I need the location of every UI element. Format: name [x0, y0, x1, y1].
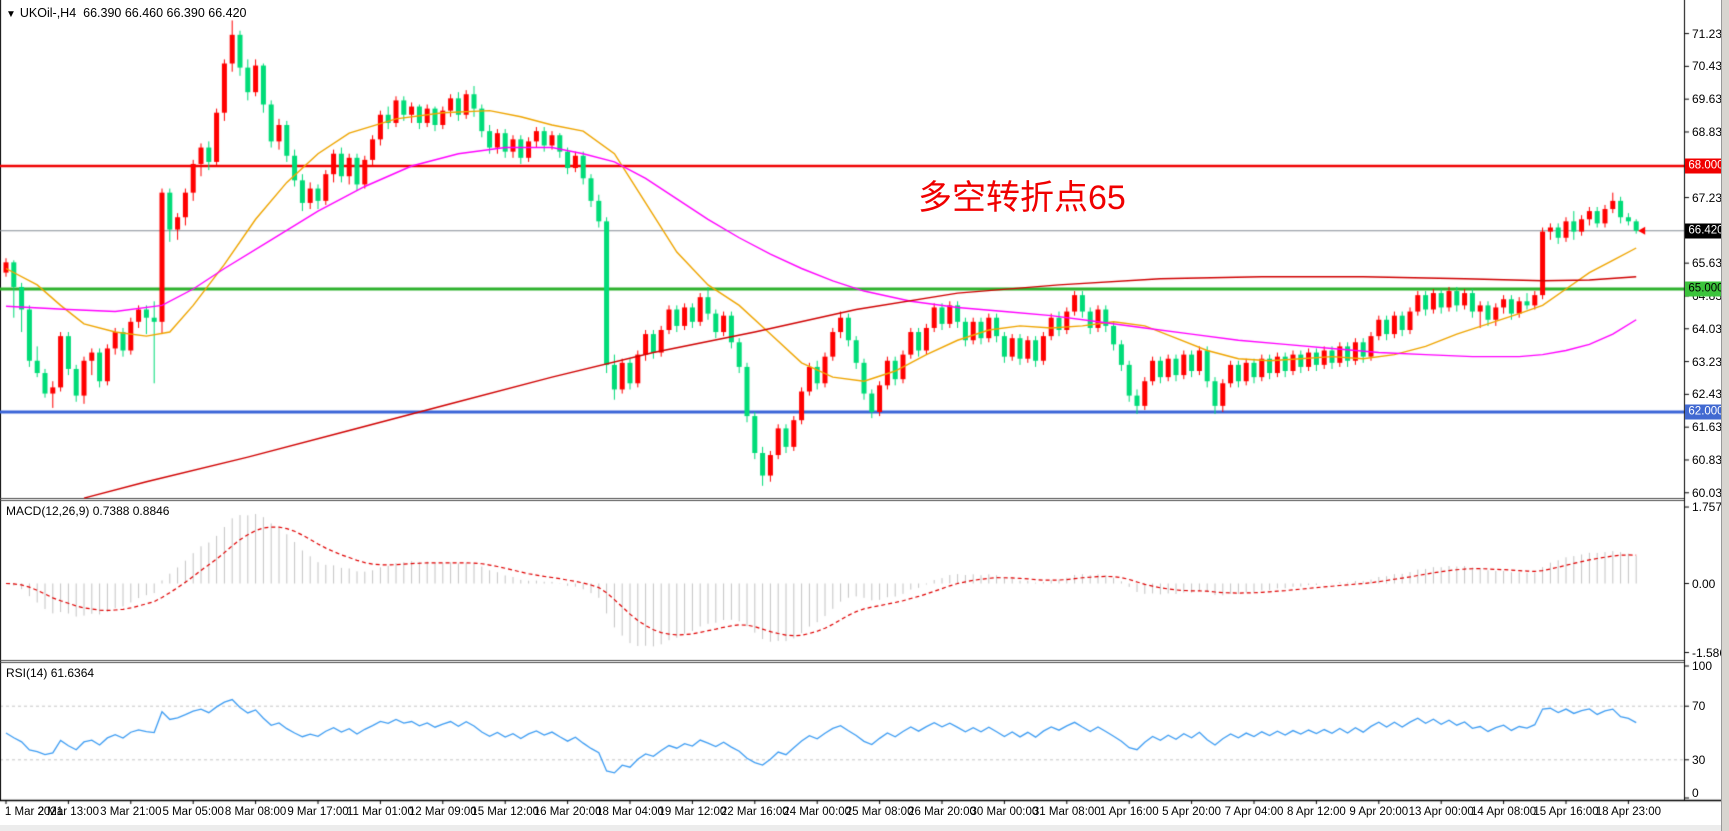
macd-tick-label: -1.5867: [1692, 645, 1729, 660]
price-tick-label: 62.430: [1692, 387, 1729, 402]
x-axis-label: 22 Mar 16:00: [720, 806, 789, 818]
x-axis-label: 26 Mar 20:00: [908, 806, 976, 818]
x-axis-label: 7 Apr 04:00: [1224, 806, 1284, 818]
rsi-name: RSI(14): [6, 666, 48, 680]
price-tick-label: 61.630: [1692, 420, 1729, 435]
x-axis-label: 14 Apr 08:00: [1470, 806, 1537, 818]
x-axis-label: 2 Mar 13:00: [37, 806, 100, 818]
rsi-indicator-label: RSI(14) 61.6364: [6, 666, 94, 680]
x-axis-label: 5 Mar 05:00: [162, 806, 224, 818]
x-axis-label: 25 Mar 08:00: [845, 806, 914, 818]
x-axis-label: 8 Mar 08:00: [224, 806, 287, 818]
x-axis-label: 9 Apr 20:00: [1349, 806, 1409, 818]
price-tick-label: 68.830: [1692, 124, 1729, 139]
x-axis-label: 1 Apr 16:00: [1099, 806, 1159, 818]
macd-tick-label: 1.7579: [1692, 500, 1729, 515]
price-badge: 62.000: [1685, 404, 1727, 420]
bottom-edge-strip: [0, 825, 1721, 831]
price-tick-label: 70.430: [1692, 59, 1729, 74]
collapse-triangle-icon[interactable]: ▼: [6, 9, 16, 20]
x-axis-label: 19 Mar 12:00: [658, 806, 727, 818]
price-tick-label: 63.230: [1692, 354, 1729, 369]
macd-tick-label: 0.00: [1692, 576, 1716, 591]
x-axis-label: 18 Apr 23:00: [1595, 806, 1662, 818]
price-tick-label: 64.030: [1692, 321, 1729, 336]
macd-name: MACD(12,26,9): [6, 504, 90, 518]
price-badge: 68.000: [1685, 158, 1727, 174]
x-axis-label: 9 Mar 17:00: [287, 806, 349, 818]
ohlc-readout: 66.390 66.460 66.390 66.420: [83, 6, 247, 20]
x-axis-label: 5 Apr 20:00: [1162, 806, 1222, 818]
price-tick-label: 60.030: [1692, 485, 1729, 500]
price-tick-label: 71.230: [1692, 26, 1729, 41]
rsi-tick-label: 0: [1692, 786, 1699, 800]
price-tick-label: 69.630: [1692, 92, 1729, 107]
price-badge: 66.420: [1685, 223, 1727, 239]
rsi-tick-label: 100: [1692, 659, 1713, 673]
x-axis-label: 24 Mar 00:00: [783, 806, 852, 818]
symbol-period-label: UKOil-,H4: [19, 6, 77, 20]
price-tick-label: 67.230: [1692, 190, 1729, 205]
x-axis-label: 18 Mar 04:00: [596, 806, 664, 818]
x-axis-label: 15 Mar 12:00: [471, 806, 540, 818]
x-axis-label: 13 Apr 00:00: [1408, 806, 1474, 818]
x-axis-label: 16 Mar 20:00: [533, 806, 602, 818]
x-axis-label: 30 Mar 00:00: [970, 806, 1039, 818]
rsi-tick-label: 30: [1692, 752, 1706, 767]
x-axis-label: 11 Mar 01:00: [346, 806, 414, 818]
price-badge: 65.000: [1685, 281, 1727, 297]
price-tick-label: 65.630: [1692, 256, 1729, 271]
macd-indicator-label: MACD(12,26,9) 0.7388 0.8846: [6, 504, 169, 518]
x-axis-label: 15 Apr 16:00: [1533, 806, 1599, 818]
x-axis-label: 3 Mar 21:00: [100, 806, 162, 818]
right-scrollbar-strip[interactable]: [1721, 0, 1729, 831]
macd-values: 0.7388 0.8846: [92, 504, 170, 518]
x-axis-label: 8 Apr 12:00: [1286, 806, 1346, 818]
rsi-value: 61.6364: [50, 666, 95, 680]
x-axis-label: 1 Mar 2021: [4, 806, 64, 818]
x-axis-label: 31 Mar 08:00: [1032, 806, 1101, 818]
rsi-tick-label: 70: [1692, 699, 1706, 714]
x-axis-label: 12 Mar 09:00: [408, 806, 477, 818]
price-tick-label: 60.830: [1692, 452, 1729, 467]
trend-annotation-text: 多空转折点65: [918, 179, 1126, 217]
chart-header: ▼ UKOil-,H4 66.390 66.460 66.390 66.420: [6, 6, 246, 20]
